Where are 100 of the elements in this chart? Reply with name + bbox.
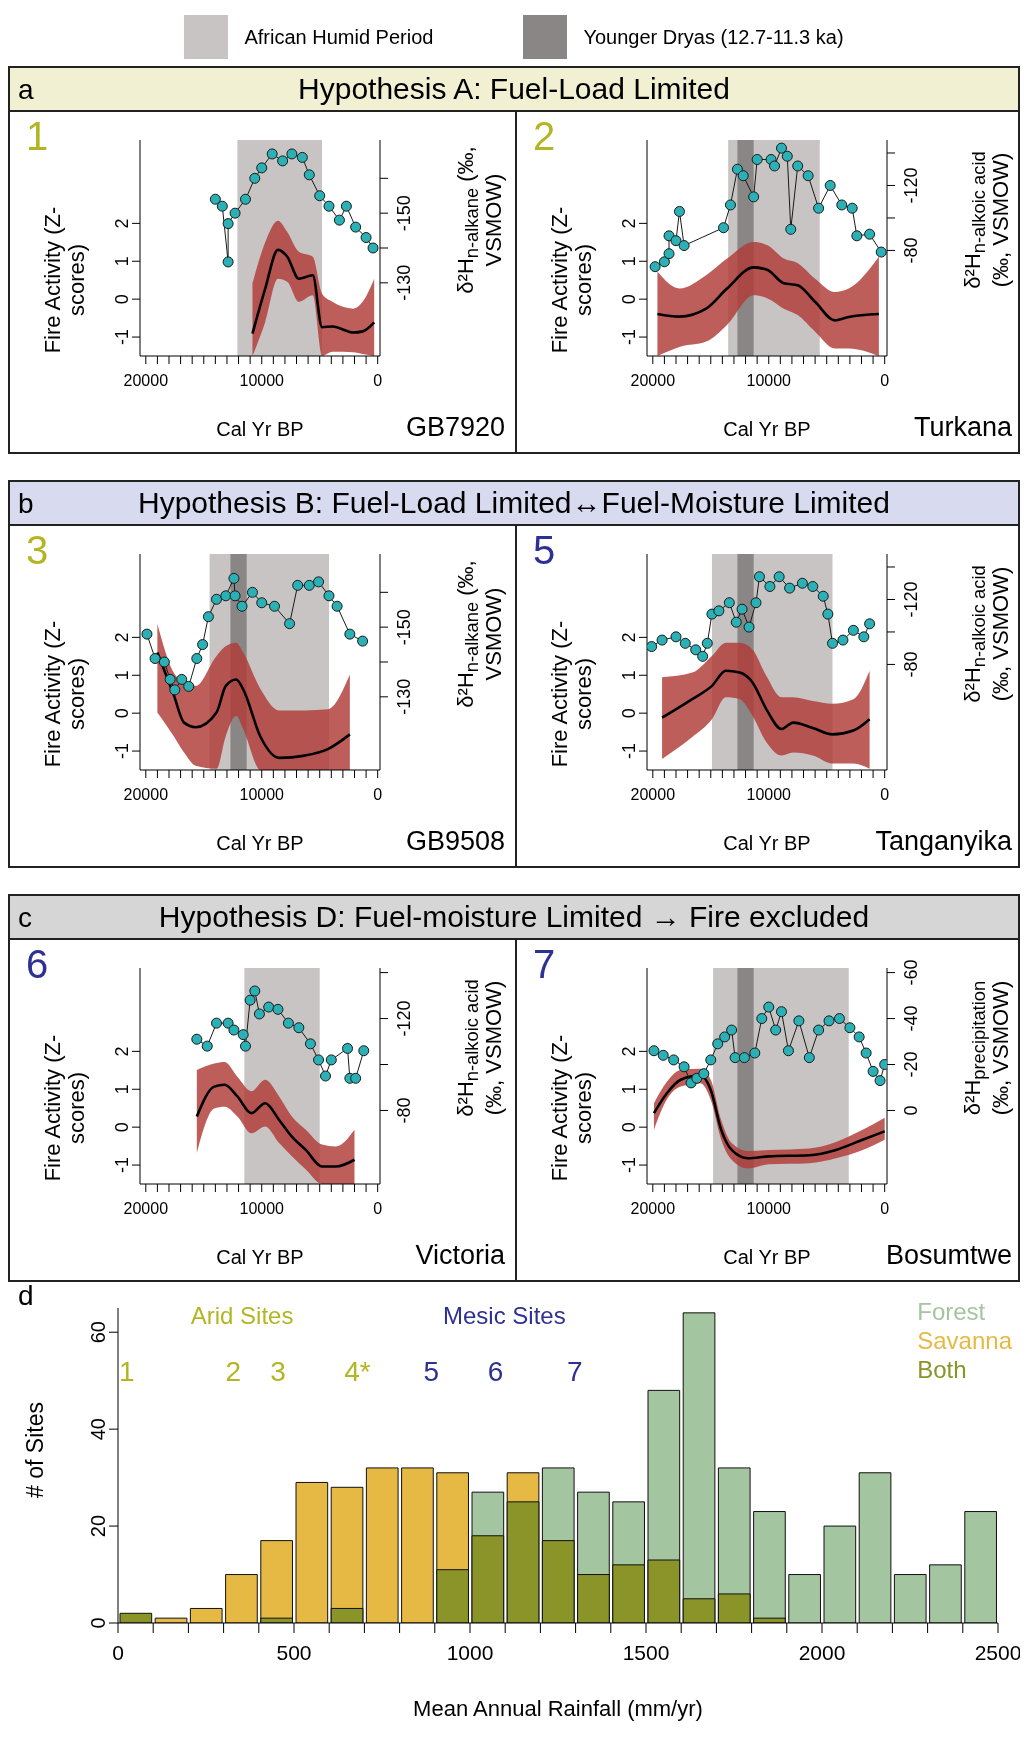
y2-tick-label: -20 [901, 1051, 921, 1078]
x-tick-label: 500 [276, 1641, 312, 1664]
point [647, 641, 658, 653]
point [678, 240, 690, 252]
text: 1 [26, 114, 49, 159]
point [679, 637, 691, 649]
y2-tick-label: -80 [901, 651, 921, 678]
point [796, 577, 808, 589]
text: Hypothesis A: Fuel-Load Limited [298, 72, 730, 106]
text: Forest [917, 1298, 987, 1327]
point [860, 1047, 872, 1059]
point [222, 1017, 234, 1029]
point [236, 600, 248, 612]
y-tick-label: 2 [112, 632, 132, 643]
point [824, 179, 836, 191]
point [333, 214, 345, 226]
x-tick-label: 2000 [798, 1641, 846, 1664]
text: c [18, 902, 32, 934]
y-tick-label: 2 [619, 1046, 639, 1057]
x-tick-label: 20000 [630, 372, 676, 389]
point [657, 1049, 669, 1061]
legend-label: African Humid Period [244, 25, 434, 49]
point [197, 639, 209, 651]
point [836, 199, 848, 211]
text: Hypothesis D: Fuel-moisture Limited → Fire excluded [158, 900, 870, 934]
point [211, 593, 223, 605]
x-tick-label: 10000 [239, 372, 285, 389]
point [673, 205, 685, 217]
x-tick-label: 2500 [974, 1641, 1022, 1664]
y-tick-label: 40 [87, 1418, 109, 1441]
y-tick-label: -1 [619, 329, 639, 346]
y2-tick-label: -120 [901, 167, 921, 204]
point [263, 1001, 275, 1013]
y2-tick-label: -150 [394, 609, 414, 646]
x-tick-label: 1000 [446, 1641, 494, 1664]
point [817, 590, 829, 602]
point [158, 656, 170, 668]
point [282, 1017, 294, 1029]
point [211, 1017, 223, 1029]
point [277, 155, 289, 167]
y2-tick-label: -120 [901, 581, 921, 618]
text: 6 [26, 942, 49, 987]
y-axis-title: Fire Activity (Z-scores) [39, 1033, 90, 1184]
point [823, 1015, 835, 1027]
text: 7 [533, 942, 556, 987]
y-tick-label: 1 [619, 256, 639, 267]
y-tick-label: 2 [619, 218, 639, 229]
point [303, 169, 315, 181]
line-series [251, 248, 376, 335]
point [756, 1013, 768, 1025]
point [833, 1013, 845, 1025]
point [176, 673, 188, 685]
point [249, 172, 261, 184]
x-tick-label: 10000 [239, 1200, 285, 1217]
text: b [18, 488, 34, 520]
point [738, 1052, 750, 1064]
point [358, 1045, 370, 1057]
point [649, 261, 661, 273]
x-axis-title: Mean Annual Rainfall (mm/yr) [412, 1696, 704, 1722]
y-axis-title: Fire Activity (Z-scores) [39, 205, 90, 356]
point [782, 1045, 794, 1057]
y-axis-title: Fire Activity (Z-scores) [546, 1033, 597, 1184]
x-tick-label: 1500 [622, 1641, 670, 1664]
point [350, 1072, 362, 1084]
point [731, 163, 743, 175]
annotation: 6 [486, 1356, 505, 1388]
y-tick-label: -1 [112, 1157, 132, 1174]
text: GB9508 [405, 826, 505, 857]
point [874, 1075, 886, 1087]
point [249, 985, 261, 997]
point [240, 193, 252, 205]
point [751, 153, 763, 165]
y-axis-title: Fire Activity (Z-scores) [546, 619, 597, 770]
text: 5 [533, 528, 556, 573]
text: Victoria [415, 1240, 505, 1271]
y-tick-label: 0 [112, 708, 132, 719]
point [813, 202, 825, 214]
point [240, 1040, 252, 1052]
y-tick-label: 1 [112, 256, 132, 267]
point [670, 235, 682, 247]
point [183, 680, 195, 692]
point [313, 576, 325, 588]
point [237, 1029, 249, 1041]
text: Tanganyika [875, 826, 1012, 857]
point [803, 1052, 815, 1064]
point [705, 1054, 717, 1066]
point [220, 590, 232, 602]
point [141, 628, 153, 640]
y2-tick-label: -130 [394, 678, 414, 715]
point [164, 673, 176, 685]
annotation: 5 [422, 1356, 441, 1388]
x-tick-label: 20000 [630, 1200, 676, 1217]
point [670, 631, 682, 643]
point [736, 603, 748, 615]
point [256, 597, 268, 609]
y-tick-label: 1 [112, 670, 132, 681]
point [729, 1052, 741, 1064]
point [286, 148, 298, 160]
y-tick-label: 0 [619, 1122, 639, 1133]
point [793, 1015, 805, 1027]
